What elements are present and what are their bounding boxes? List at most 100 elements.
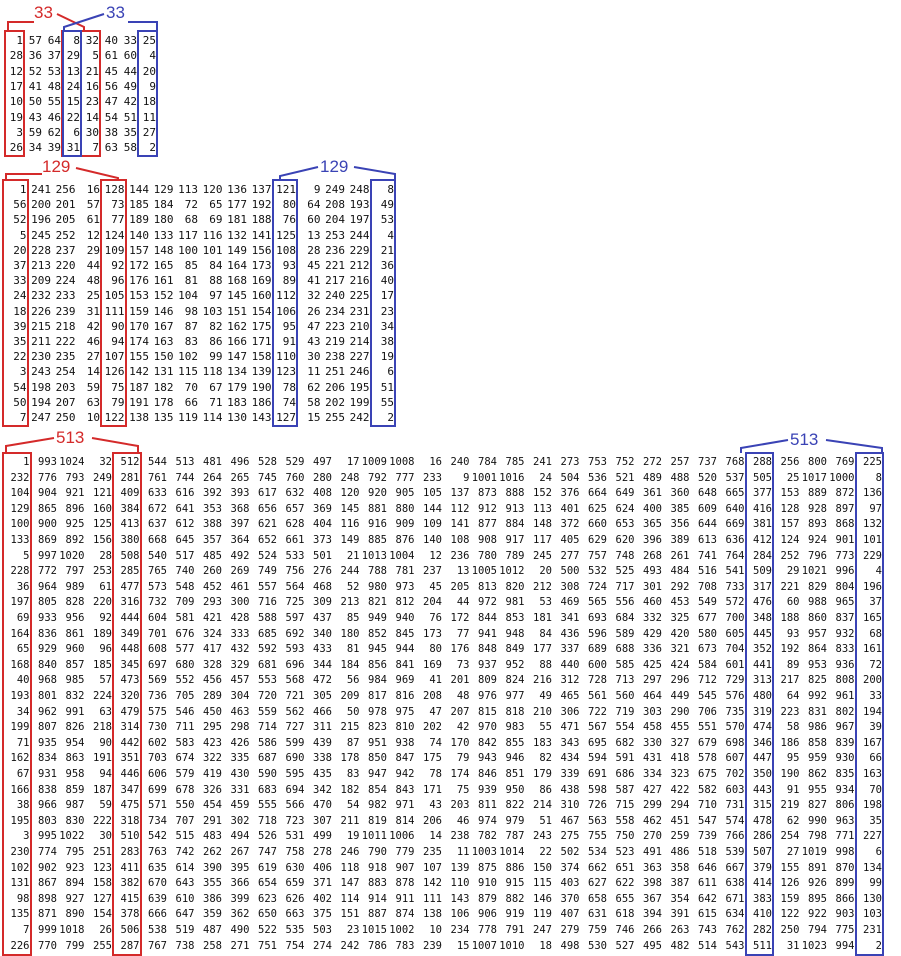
grid-cell: 398 [643,877,662,890]
grid-cell: 134 [863,861,882,874]
grid-cell: 162 [227,319,247,333]
grid-cell: 567 [588,721,607,734]
grid-cell: 812 [395,596,415,609]
grid-cell: 143 [251,411,272,424]
grid-cell: 176 [450,643,470,656]
grid-cell: 949 [368,612,387,624]
grid-cell: 156 [251,243,272,257]
grid-cell: 122 [780,908,800,921]
grid-cell: 169 [423,658,442,671]
grid-cell: 474 [753,721,772,734]
grid-cell: 14 [85,110,99,124]
grid-cell: 45 [307,259,321,272]
grid-cell: 316 [120,596,140,609]
grid-cell: 160 [251,289,272,303]
grid-cell: 906 [478,908,497,921]
grid-cell: 997 [38,549,57,562]
grid-cell: 885 [368,534,387,546]
grid-cell: 973 [395,580,415,593]
grid-cell: 841 [395,658,415,671]
grid-cell: 65 [16,643,30,656]
grid-cell: 175 [423,752,442,765]
grid-cell: 481 [203,456,222,468]
grid-cell: 608 [148,643,167,656]
grid-cell: 225 [863,456,882,468]
grid-cell: 886 [505,861,525,874]
grid-cell: 173 [423,627,442,640]
grid-cell: 82 [539,752,552,765]
grid-cell: 805 [38,596,57,609]
grid-cell: 55 [380,395,394,409]
grid-cell: 962 [38,705,57,718]
grid-cell: 49 [539,690,552,702]
grid-cell: 109 [104,243,125,257]
grid-cell: 751 [258,939,277,952]
grid-cell: 63 [86,395,100,409]
grid-cell: 20 [13,243,27,257]
grid-cell: 256 [55,183,76,196]
grid-cell: 686 [615,768,635,780]
grid-cell: 720 [258,690,277,702]
grid-cell: 218 [55,319,76,333]
grid-cell: 305 [313,690,332,702]
grid-cell: 679 [698,736,717,749]
grid-cell: 444 [120,612,140,624]
grid-cell: 488 [670,471,690,484]
grid-cell: 487 [203,924,222,936]
grid-cell: 677 [698,612,717,624]
grid-cell: 644 [698,518,717,531]
grid-cell: 355 [203,877,222,890]
grid-cell: 222 [93,814,112,827]
grid-cell: 43 [429,799,442,812]
grid-cell: 34 [16,705,30,718]
grid-cell: 201 [450,674,470,687]
grid-cell: 100 [10,518,30,531]
grid-cell: 966 [38,799,57,812]
grid-cell: 32 [99,456,112,468]
grid-cell: 76 [429,612,442,624]
grid-cell: 27 [786,846,800,858]
grid-cell: 50 [28,95,42,109]
grid-cell: 70 [184,380,198,394]
grid-cell: 102 [10,861,30,874]
grid-cell: 171 [423,783,442,796]
grid-cell: 674 [175,752,195,765]
grid-cell: 293 [203,596,222,609]
grid-cell: 455 [670,721,690,734]
grid-cell: 148 [153,243,174,257]
grid-cell: 120 [340,487,360,500]
grid-cell: 152 [153,289,174,303]
grid-cell: 635 [148,861,167,874]
grid-cell: 152 [533,487,552,500]
grid-cell: 862 [808,768,827,780]
grid-cell: 263 [670,924,690,936]
grid-cell: 25 [786,471,800,484]
grid-cell: 257 [670,456,690,468]
grid-cell: 132 [227,228,247,242]
grid-cell: 759 [588,924,607,936]
grid-cell: 471 [560,721,580,734]
grid-cell: 994 [835,939,855,952]
grid-cell: 166 [10,783,30,796]
grid-cell: 688 [615,643,635,656]
grid-cell: 211 [340,814,360,827]
grid-cell: 590 [258,768,277,780]
grid-cell: 277 [560,549,580,562]
grid-cell: 26 [307,304,321,318]
grid-cell: 376 [560,487,580,500]
grid-cell: 669 [725,518,745,531]
grid-cell: 683 [258,783,277,796]
grid-cell: 27 [142,125,156,139]
grid-cell: 871 [38,908,57,921]
grid-cell: 115 [178,365,198,379]
grid-cell: 809 [478,674,497,687]
grid-cell: 566 [285,799,305,812]
grid-cell: 139 [251,365,272,379]
grid-cell: 88 [539,658,552,671]
grid-cell: 69 [16,612,30,624]
grid-cell: 85 [346,612,360,624]
grid-cell: 312 [560,674,580,687]
grid-cell: 339 [560,768,580,780]
grid-cell: 430 [230,768,250,780]
grid-cell: 816 [395,690,415,702]
